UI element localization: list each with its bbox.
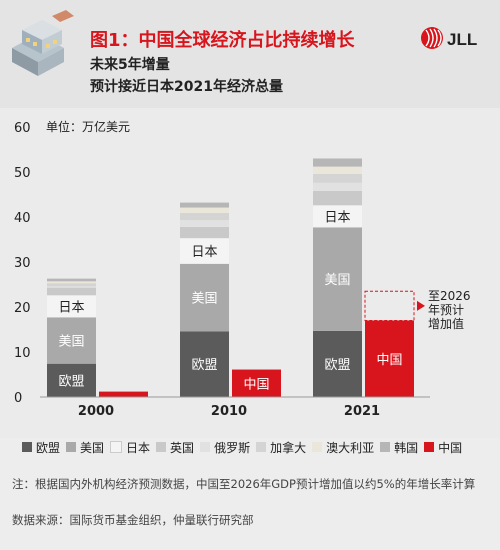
subtitle-line-1: 未来5年增量 bbox=[90, 57, 170, 73]
legend-swatch-china bbox=[424, 442, 435, 452]
legend-swatch-russia bbox=[200, 442, 211, 452]
china-2026-projection-box bbox=[364, 290, 415, 321]
bar-japan-2021 bbox=[313, 205, 362, 228]
y-tick-label-20: 20 bbox=[14, 301, 31, 316]
bar-russia-2021 bbox=[313, 182, 362, 191]
legend-label-us: 美国 bbox=[80, 440, 105, 455]
bar-korea-2000 bbox=[47, 278, 96, 282]
bar-uk-2010 bbox=[180, 226, 229, 239]
bar-label-japan-2000: 日本 bbox=[58, 300, 84, 315]
legend-swatch-canada bbox=[256, 442, 267, 452]
bar-eu-2010 bbox=[180, 331, 229, 397]
y-tick-label-50: 50 bbox=[14, 166, 31, 181]
stacked-bar-chart: 0102030405060欧盟美国日本欧盟美国日本欧盟美国日本至2026年预计增… bbox=[14, 121, 471, 419]
legend-label-japan: 日本 bbox=[126, 440, 151, 455]
projection-label-line-3: 增加值 bbox=[428, 316, 464, 331]
legend-label-russia: 俄罗斯 bbox=[214, 440, 251, 455]
x-tick-label-2010: 2010 bbox=[211, 404, 247, 419]
bar-korea-2010 bbox=[180, 202, 229, 208]
bar-us-2010 bbox=[180, 263, 229, 332]
legend-item-us: 美国 bbox=[66, 439, 104, 456]
bar-china-2000 bbox=[99, 391, 148, 397]
projection-arrow-icon bbox=[417, 300, 425, 311]
legend-label-uk: 英国 bbox=[170, 440, 195, 455]
legend-swatch-australia bbox=[312, 442, 323, 452]
legend-swatch-us bbox=[66, 442, 77, 452]
footnote: 注：根据国内外机构经济预测数据，中国至2026年GDP预计增加值以约5%的年增长… bbox=[12, 477, 476, 491]
bar-japan-2010 bbox=[180, 238, 229, 264]
header-band: 图1：中国全球经济占比持续增长 JLL 未来5年增量 预计接近日本2021年经济… bbox=[0, 0, 500, 108]
legend-item-china: 中国 bbox=[424, 439, 462, 456]
subtitle-line-2: 预计接近日本2021年经济总量 bbox=[90, 79, 283, 95]
bar-label-china-2021: 中国 bbox=[376, 353, 402, 368]
bar-russia-2000 bbox=[47, 286, 96, 288]
chart-legend: 欧盟 美国 日本 英国 俄罗斯 加拿大 澳大利亚 韩国 中国 bbox=[22, 436, 492, 458]
bar-china-2021 bbox=[365, 320, 414, 397]
data-source: 数据来源：国际货币基金组织，仲量联行研究部 bbox=[12, 513, 254, 527]
bar-label-us-2021: 美国 bbox=[324, 273, 350, 288]
bar-china-2010 bbox=[232, 369, 281, 397]
legend-swatch-korea bbox=[380, 442, 391, 452]
y-tick-label-0: 0 bbox=[14, 391, 22, 406]
bar-australia-2021 bbox=[313, 166, 362, 174]
chart-title: 图1：中国全球经济占比持续增长 bbox=[90, 30, 355, 51]
x-tick-label-2021: 2021 bbox=[344, 404, 380, 419]
bar-australia-2010 bbox=[180, 207, 229, 213]
legend-swatch-uk bbox=[156, 442, 167, 452]
legend-item-russia: 俄罗斯 bbox=[200, 439, 250, 456]
x-tick-label-2000: 2000 bbox=[78, 404, 114, 419]
svg-text:JLL: JLL bbox=[447, 30, 477, 49]
bar-label-eu-2010: 欧盟 bbox=[191, 358, 217, 373]
bar-japan-2000 bbox=[47, 295, 96, 318]
legend-item-canada: 加拿大 bbox=[256, 439, 306, 456]
legend-label-australia: 澳大利亚 bbox=[326, 440, 375, 455]
bar-label-japan-2021: 日本 bbox=[324, 210, 350, 225]
legend-item-japan: 日本 bbox=[110, 439, 150, 456]
bar-label-china-2010: 中国 bbox=[243, 377, 269, 392]
legend-swatch-japan bbox=[110, 441, 123, 453]
y-tick-label-60: 60 bbox=[14, 121, 31, 136]
legend-label-china: 中国 bbox=[438, 440, 463, 455]
bar-australia-2000 bbox=[47, 281, 96, 284]
building-icon bbox=[8, 8, 80, 80]
bar-us-2021 bbox=[313, 227, 362, 331]
bar-canada-2000 bbox=[47, 283, 96, 287]
bar-canada-2010 bbox=[180, 212, 229, 221]
legend-item-korea: 韩国 bbox=[380, 439, 418, 456]
unit-label: 单位：万亿美元 bbox=[46, 120, 131, 134]
y-tick-label-30: 30 bbox=[14, 256, 31, 271]
legend-label-korea: 韩国 bbox=[394, 440, 419, 455]
legend-label-eu: 欧盟 bbox=[36, 440, 61, 455]
jll-logo: JLL bbox=[421, 27, 477, 49]
legend-item-australia: 澳大利亚 bbox=[312, 439, 374, 456]
bar-eu-2000 bbox=[47, 363, 96, 397]
bar-korea-2021 bbox=[313, 158, 362, 167]
bar-eu-2021 bbox=[313, 330, 362, 397]
bar-label-us-2010: 美国 bbox=[191, 292, 217, 307]
projection-label-line-1: 至2026 bbox=[428, 289, 471, 303]
bar-us-2000 bbox=[47, 317, 96, 364]
bar-label-us-2000: 美国 bbox=[58, 335, 84, 350]
bar-label-japan-2010: 日本 bbox=[191, 245, 217, 260]
legend-swatch-eu bbox=[22, 442, 32, 452]
bar-label-eu-2021: 欧盟 bbox=[324, 358, 350, 373]
y-tick-label-40: 40 bbox=[14, 211, 31, 226]
legend-item-eu: 欧盟 bbox=[22, 439, 60, 456]
bar-uk-2021 bbox=[313, 190, 362, 206]
legend-label-canada: 加拿大 bbox=[270, 440, 307, 455]
bar-russia-2010 bbox=[180, 220, 229, 227]
y-tick-label-10: 10 bbox=[14, 346, 31, 361]
bar-uk-2000 bbox=[47, 287, 96, 296]
legend-item-uk: 英国 bbox=[156, 439, 194, 456]
bar-canada-2021 bbox=[313, 173, 362, 183]
projection-label-line-2: 年预计 bbox=[428, 303, 464, 317]
bar-label-eu-2000: 欧盟 bbox=[58, 374, 84, 389]
